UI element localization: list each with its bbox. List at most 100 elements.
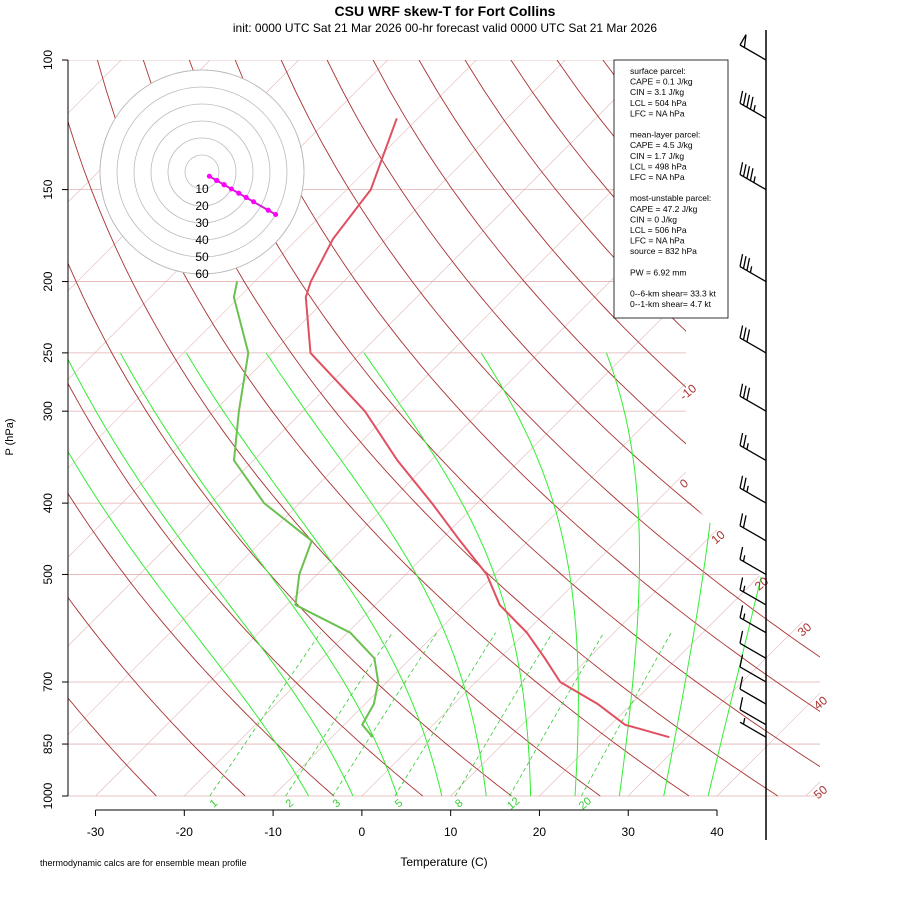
x-tick-label: 30 bbox=[622, 825, 636, 839]
moist-adiabat bbox=[185, 352, 443, 797]
y-tick-label: 150 bbox=[41, 179, 55, 199]
info-line: LCL = 506 hPa bbox=[630, 225, 687, 235]
hodograph-point bbox=[251, 199, 257, 205]
hodograph-ring bbox=[150, 120, 254, 224]
isotherm-label: 20 bbox=[752, 574, 771, 594]
dry-adiabat bbox=[68, 60, 423, 797]
wind-barb bbox=[739, 383, 767, 412]
hodograph-ring-label: 10 bbox=[195, 182, 209, 196]
hodograph-ring bbox=[99, 69, 305, 275]
dry-adiabat bbox=[833, 60, 900, 796]
x-tick-label: 0 bbox=[359, 825, 366, 839]
mixing-ratio-label: 5 bbox=[393, 797, 405, 810]
dry-adiabat bbox=[418, 60, 820, 797]
y-tick-label: 400 bbox=[41, 493, 55, 513]
chart-title: CSU WRF skew-T for Fort Collins bbox=[335, 3, 556, 19]
hodograph-ring-label: 60 bbox=[195, 267, 209, 281]
mixing-ratio-line bbox=[581, 632, 672, 797]
wind-barb bbox=[739, 676, 767, 705]
hodograph-ring-label: 50 bbox=[195, 250, 209, 264]
y-axis-label: P (hPa) bbox=[4, 418, 16, 455]
x-tick-label: 40 bbox=[710, 825, 724, 839]
dry-adiabat bbox=[372, 60, 820, 797]
isotherm bbox=[68, 60, 566, 797]
hodograph-ring bbox=[133, 103, 271, 241]
info-line: most-unstable parcel: bbox=[630, 193, 711, 203]
wind-barb bbox=[739, 432, 767, 461]
y-tick-label: 200 bbox=[41, 271, 55, 291]
x-tick-label: 10 bbox=[444, 825, 458, 839]
mixing-ratio-line bbox=[285, 632, 393, 797]
dewpoint-profile bbox=[232, 281, 380, 738]
isotherm-label: 50 bbox=[811, 782, 830, 802]
hodograph-point bbox=[273, 212, 279, 217]
isotherm bbox=[895, 60, 900, 796]
hodograph-point bbox=[214, 178, 220, 183]
hodograph-ring-label: 20 bbox=[195, 199, 209, 213]
dry-adiabat bbox=[326, 60, 820, 797]
wind-barb bbox=[739, 654, 767, 683]
hodograph-ring bbox=[184, 154, 220, 190]
dry-adiabat bbox=[188, 60, 820, 797]
hodograph-ring bbox=[116, 86, 288, 258]
isotherm bbox=[539, 60, 820, 797]
temperature-profile bbox=[304, 117, 670, 739]
hodograph-ring-label: 40 bbox=[195, 233, 209, 247]
y-tick-label: 700 bbox=[41, 672, 55, 692]
moist-adiabat bbox=[68, 352, 310, 797]
info-line: LFC = NA hPa bbox=[630, 108, 685, 118]
chart-subtitle: init: 0000 UTC Sat 21 Mar 2026 00-hr for… bbox=[233, 21, 658, 35]
mixing-ratio-line bbox=[509, 632, 605, 797]
isotherm-label: 10 bbox=[708, 527, 727, 547]
wind-barb bbox=[739, 546, 767, 576]
hodograph-point bbox=[221, 182, 227, 188]
dry-adiabat bbox=[68, 60, 601, 797]
info-line: CAPE = 0.1 J/kg bbox=[630, 77, 693, 87]
moist-adiabat bbox=[68, 352, 354, 797]
info-line: CAPE = 4.5 J/kg bbox=[630, 140, 693, 150]
wind-barb bbox=[739, 513, 767, 542]
dry-adiabat bbox=[96, 60, 690, 797]
moist-adiabat bbox=[119, 352, 398, 797]
dry-adiabat bbox=[740, 60, 820, 797]
hodograph-point bbox=[236, 190, 242, 196]
wind-barb bbox=[739, 630, 767, 659]
hodograph-ring bbox=[167, 137, 237, 207]
mixing-ratio-line bbox=[332, 632, 438, 797]
wind-barb bbox=[739, 162, 767, 191]
isotherm-label: 0 bbox=[677, 476, 691, 491]
x-axis-label: Temperature (C) bbox=[400, 855, 487, 869]
isotherm bbox=[68, 60, 655, 797]
info-line: CIN = 3.1 J/kg bbox=[630, 87, 684, 97]
wind-barb bbox=[739, 90, 767, 119]
wind-barb bbox=[739, 254, 767, 283]
info-line: 0--6-km shear= 33.3 kt bbox=[630, 289, 716, 299]
mixing-ratio-line bbox=[209, 632, 321, 797]
x-tick-label: -30 bbox=[87, 825, 105, 839]
moist-adiabat bbox=[605, 352, 640, 797]
mixing-ratio-label: 2 bbox=[284, 797, 296, 810]
isotherm bbox=[68, 60, 211, 797]
footnote: thermodynamic calcs are for ensemble mea… bbox=[40, 858, 247, 868]
info-line: CIN = 1.7 J/kg bbox=[630, 151, 684, 161]
dry-adiabat bbox=[68, 60, 512, 797]
hodograph-point bbox=[265, 207, 271, 213]
y-tick-label: 250 bbox=[41, 343, 55, 363]
dry-adiabat bbox=[786, 60, 820, 797]
info-line: surface parcel: bbox=[630, 66, 686, 76]
wind-barb bbox=[739, 34, 767, 61]
dry-adiabat bbox=[280, 60, 820, 797]
hodograph-point bbox=[243, 195, 249, 200]
info-line: LFC = NA hPa bbox=[630, 172, 685, 182]
wind-barb bbox=[739, 717, 767, 738]
dry-adiabat bbox=[68, 60, 246, 797]
mixing-ratio-label: 8 bbox=[453, 797, 465, 810]
hodograph-point bbox=[206, 173, 212, 179]
dry-adiabat bbox=[68, 60, 157, 797]
info-box bbox=[613, 59, 729, 319]
info-line: mean-layer parcel: bbox=[630, 130, 700, 140]
info-line: CAPE = 47.2 J/kg bbox=[630, 204, 698, 214]
wind-barb bbox=[739, 475, 767, 504]
info-line: LCL = 504 hPa bbox=[630, 98, 687, 108]
